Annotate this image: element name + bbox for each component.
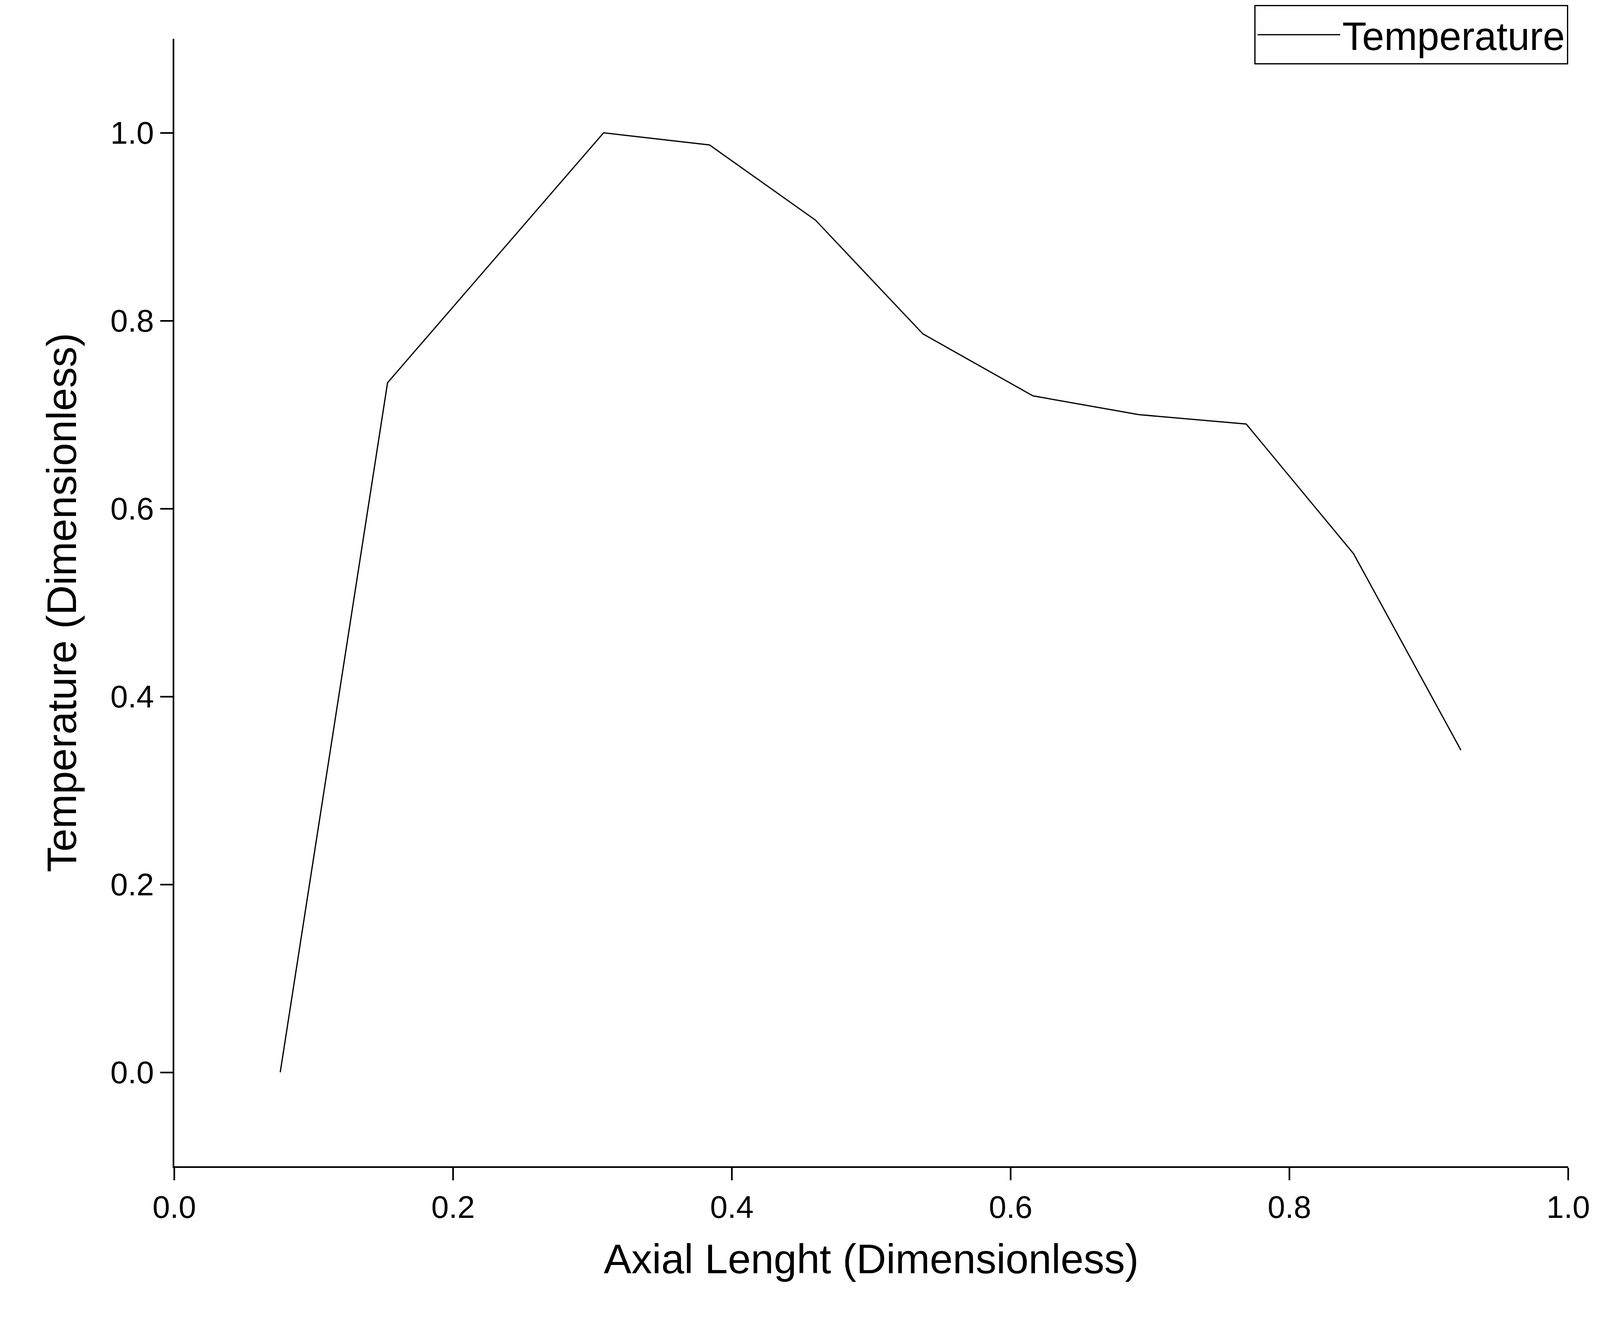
svg-text:0.6: 0.6 (110, 491, 155, 527)
svg-text:0.2: 0.2 (431, 1189, 475, 1225)
svg-text:0.2: 0.2 (110, 866, 155, 903)
svg-text:Temperature: Temperature (1342, 14, 1565, 59)
svg-text:0.8: 0.8 (1267, 1189, 1312, 1225)
svg-text:0.8: 0.8 (110, 303, 155, 339)
svg-text:0.4: 0.4 (110, 678, 155, 715)
svg-text:0.0: 0.0 (110, 1054, 155, 1090)
svg-text:Temperature (Dimensionless): Temperature (Dimensionless) (38, 332, 85, 873)
svg-text:1.0: 1.0 (110, 115, 155, 151)
svg-text:Axial Lenght (Dimensionless): Axial Lenght (Dimensionless) (603, 1235, 1139, 1282)
svg-text:0.4: 0.4 (709, 1189, 754, 1225)
svg-text:1.0: 1.0 (1546, 1189, 1591, 1225)
svg-text:0.0: 0.0 (152, 1189, 197, 1225)
svg-text:0.6: 0.6 (988, 1189, 1033, 1225)
